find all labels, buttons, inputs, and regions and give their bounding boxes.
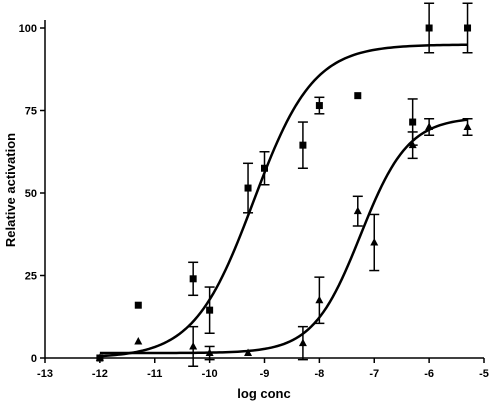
y-tick-label: 25 — [25, 271, 37, 283]
fit-curves — [99, 43, 468, 358]
data-point-triangle — [408, 140, 417, 149]
data-point-triangle — [353, 206, 362, 215]
y-axis-title: Relative activation — [3, 133, 18, 247]
data-points — [95, 2, 473, 367]
data-point-square — [299, 141, 307, 149]
fit-curve-series-2 — [99, 118, 468, 355]
data-point-square — [134, 301, 142, 309]
data-point-triangle — [298, 338, 307, 347]
data-point-square — [244, 184, 252, 192]
x-tick-label: -8 — [314, 368, 324, 380]
data-point-triangle — [95, 353, 104, 361]
data-point-square — [315, 102, 323, 110]
data-point-triangle — [425, 122, 434, 130]
data-point-triangle — [134, 337, 143, 345]
y-tick-label: 75 — [25, 106, 37, 118]
x-tick-label: -5 — [479, 368, 489, 380]
x-tick-label: -9 — [260, 368, 270, 380]
data-point-triangle — [315, 295, 324, 304]
x-tick-label: -7 — [369, 368, 379, 380]
x-tick-label: -13 — [37, 368, 53, 380]
axes: -13 -12 -11 -10 -9 -8 -7 -6 -5 0 25 50 75 100 — [19, 20, 489, 380]
y-tick-label: 50 — [25, 188, 37, 200]
data-point-square — [261, 164, 268, 172]
data-point-triangle — [189, 341, 198, 350]
data-point-square — [409, 118, 417, 126]
data-point-triangle — [205, 348, 214, 357]
data-point-square — [354, 92, 362, 100]
x-tick-label: -11 — [147, 368, 162, 380]
data-point-triangle — [370, 238, 379, 246]
x-tick-label: -12 — [92, 368, 108, 380]
y-tick-label: 0 — [31, 353, 37, 365]
x-axis-title: log conc — [237, 386, 290, 401]
data-point-square — [206, 306, 214, 314]
y-tick-label: 100 — [19, 23, 37, 35]
x-tick-label: -10 — [202, 368, 218, 380]
data-point-triangle — [244, 348, 253, 357]
data-point-square — [464, 24, 472, 32]
x-tick-label: -6 — [424, 368, 434, 380]
data-point-triangle — [463, 122, 472, 130]
fit-curve-series-1 — [99, 43, 468, 358]
data-point-square — [189, 275, 197, 283]
data-point-square — [425, 24, 433, 32]
